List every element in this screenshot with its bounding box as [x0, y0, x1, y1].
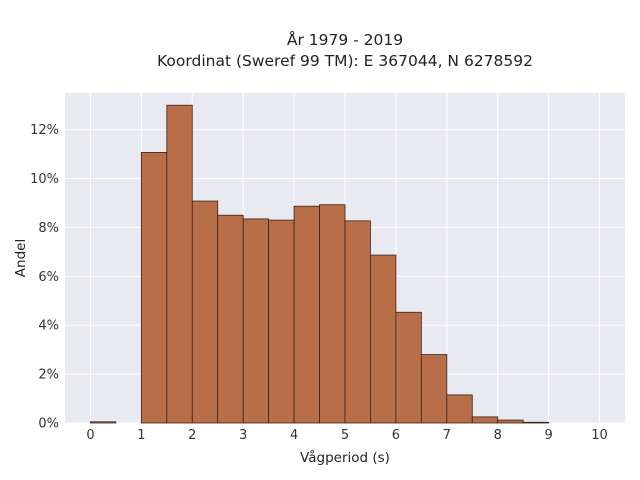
histogram-bar [191, 200, 219, 424]
y-tick-labels: 0% 2% 4% 6% 8% 10% 12% [30, 123, 59, 431]
y-tick-label: 6% [38, 270, 59, 285]
bars [90, 104, 550, 424]
histogram-bar [293, 205, 320, 424]
y-axis-title: Andel [13, 239, 29, 277]
y-tick-label: 0% [38, 417, 59, 432]
histogram-bar [446, 394, 473, 424]
x-tick-label: 5 [341, 428, 349, 443]
histogram-bar [471, 416, 499, 424]
histogram-bar [522, 421, 550, 424]
x-tick-label: 7 [443, 428, 451, 443]
x-tick-label: 6 [392, 428, 400, 443]
x-tick-label: 3 [239, 428, 247, 443]
y-tick-label: 4% [38, 319, 59, 334]
histogram-bar [420, 354, 448, 424]
y-tick-label: 10% [30, 172, 59, 187]
histogram-bar [242, 218, 270, 424]
chart-title-line2: Koordinat (Sweref 99 TM): E 367044, N 62… [157, 52, 533, 70]
histogram-bar [344, 220, 371, 424]
y-tick-label: 12% [30, 123, 59, 138]
y-tick-label: 8% [38, 221, 59, 236]
histogram-bar [268, 219, 295, 424]
histogram-bar [497, 419, 524, 424]
y-tick-label: 2% [38, 368, 59, 383]
x-tick-label: 9 [544, 428, 552, 443]
x-tick-label: 4 [290, 428, 298, 443]
histogram-bar [319, 204, 346, 424]
histogram-bar [140, 151, 168, 424]
chart-title-line1: År 1979 - 2019 [287, 30, 403, 49]
histogram-bar [90, 421, 117, 424]
histogram-bar [166, 104, 193, 424]
histogram-bar [395, 311, 422, 424]
x-axis-title: Vågperiod (s) [300, 449, 390, 466]
x-tick-label: 0 [86, 428, 94, 443]
x-tick-label: 1 [137, 428, 145, 443]
x-tick-label: 10 [591, 428, 608, 443]
x-tick-label: 2 [188, 428, 196, 443]
histogram-bar [217, 214, 244, 424]
histogram-bar [370, 254, 397, 424]
x-tick-label: 8 [494, 428, 502, 443]
x-tick-labels: 0 1 2 3 4 5 6 7 8 9 10 [86, 428, 608, 443]
